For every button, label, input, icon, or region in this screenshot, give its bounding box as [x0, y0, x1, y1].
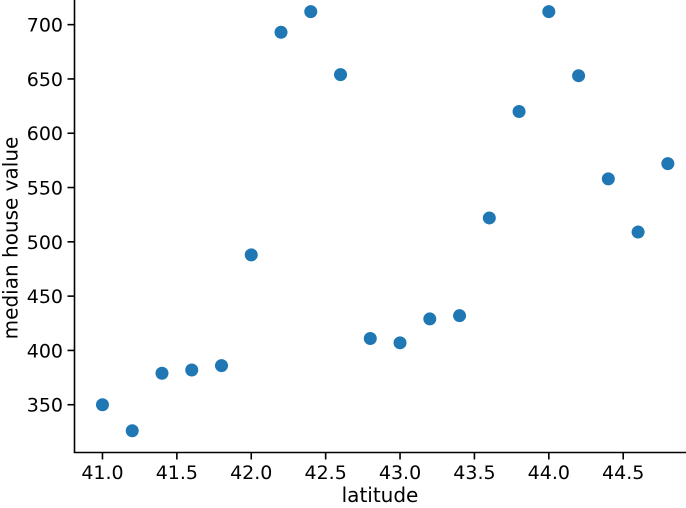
data-point	[393, 336, 407, 350]
y-tick-label: 650	[27, 69, 63, 91]
data-point	[363, 331, 377, 345]
scatter-points	[95, 5, 675, 438]
data-point	[334, 68, 348, 82]
axes-spines	[73, 0, 686, 454]
y-tick-label: 500	[27, 232, 63, 254]
y-tick-label: 450	[27, 286, 63, 308]
x-tick-label: 41.0	[81, 462, 123, 484]
y-tick-label: 350	[27, 395, 63, 417]
data-point	[304, 5, 318, 19]
y-tick-label: 400	[27, 340, 63, 362]
data-point	[661, 157, 675, 171]
data-point	[542, 5, 556, 19]
x-tick-label: 41.5	[156, 462, 198, 484]
data-point	[453, 309, 467, 323]
data-point	[423, 312, 437, 326]
x-axis-label: latitude	[342, 483, 419, 507]
y-tick-label: 700	[27, 15, 63, 37]
data-point	[95, 398, 109, 412]
data-point	[601, 172, 615, 186]
data-point	[185, 363, 199, 377]
y-axis-ticks: 350 400 450 500 550 600 650 700	[27, 15, 75, 417]
data-point	[155, 366, 169, 380]
y-tick-label: 600	[27, 123, 63, 145]
x-tick-label: 44.0	[528, 462, 570, 484]
x-tick-label: 43.5	[453, 462, 495, 484]
data-point	[244, 248, 258, 262]
data-point	[512, 105, 526, 119]
data-point	[572, 69, 586, 83]
data-point	[482, 211, 496, 225]
x-tick-label: 42.0	[230, 462, 272, 484]
data-point	[214, 359, 228, 373]
data-point	[631, 225, 645, 239]
data-point	[274, 25, 288, 39]
x-axis-ticks: 41.0 41.5 42.0 42.5 43.0 43.5 44.0 44.5	[81, 452, 644, 484]
x-tick-label: 44.5	[602, 462, 644, 484]
y-tick-label: 550	[27, 178, 63, 200]
x-tick-label: 43.0	[379, 462, 421, 484]
y-axis-label: median house value	[0, 137, 23, 340]
data-point	[125, 424, 139, 438]
x-tick-label: 42.5	[304, 462, 346, 484]
